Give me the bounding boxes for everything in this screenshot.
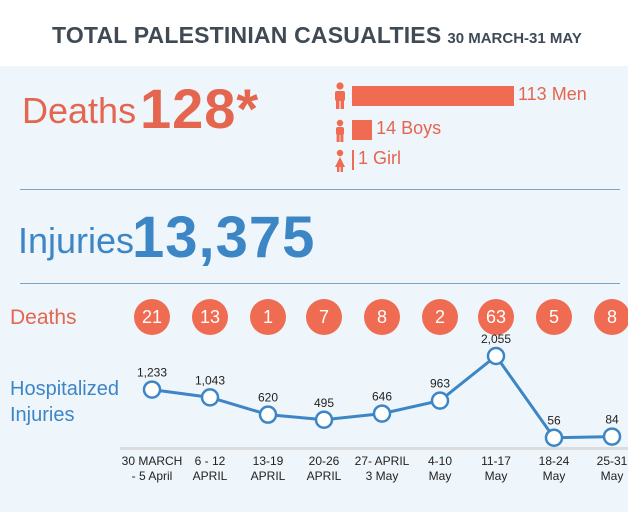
injury-value-label: 84	[605, 413, 619, 427]
girl-icon	[332, 146, 348, 174]
injury-value-label: 56	[547, 414, 561, 428]
breakdown-label: 14 Boys	[376, 118, 442, 138]
death-value: 21	[142, 307, 162, 327]
injury-point	[200, 388, 220, 407]
title-bar: TOTAL PALESTINIAN CASUALTIES 30 MARCH-31 …	[0, 0, 628, 66]
breakdown-label: 113 Men	[518, 84, 587, 104]
death-value: 1	[263, 307, 273, 327]
injury-value-label: 620	[258, 391, 278, 405]
week-tick-label: 6 - 12 APRIL	[193, 454, 228, 483]
chart-baseline	[120, 447, 628, 450]
breakdown-bar	[352, 86, 514, 106]
title-main: TOTAL PALESTINIAN CASUALTIES	[52, 22, 442, 48]
week-tick-label: 20-26 APRIL	[307, 454, 342, 483]
week-tick-label: 25-31 May	[597, 454, 628, 483]
injuries-total-value: 13,375	[132, 205, 316, 270]
breakdown-bar	[352, 120, 373, 140]
injury-value-label: 963	[430, 377, 450, 391]
death-marker	[250, 299, 286, 335]
injury-point	[258, 405, 278, 424]
death-marker	[134, 299, 170, 335]
death-value: 8	[377, 307, 387, 327]
week-tick-label: 18-24 May	[539, 454, 570, 483]
death-value: 8	[607, 307, 617, 327]
death-value: 7	[319, 307, 329, 327]
death-value: 2	[435, 307, 445, 327]
injury-value-label: 1,233	[137, 366, 167, 380]
deaths-total-value: 128*	[140, 77, 260, 140]
death-marker	[192, 299, 228, 335]
week-tick-label: 13-19 APRIL	[251, 454, 286, 483]
injury-point	[372, 404, 392, 423]
death-marker	[536, 299, 572, 335]
injury-point	[602, 427, 622, 446]
death-marker	[422, 299, 458, 335]
death-marker	[364, 299, 400, 335]
man-icon	[332, 82, 348, 110]
week-tick-label: 11-17 May	[481, 454, 511, 483]
injury-point	[430, 391, 450, 410]
week-tick-label: 4-10 May	[428, 454, 452, 483]
divider-bottom	[20, 283, 620, 284]
death-value: 13	[200, 307, 220, 327]
death-marker	[594, 299, 628, 335]
death-marker	[306, 299, 342, 335]
injury-value-label: 646	[372, 390, 392, 404]
title-period: 30 MARCH-31 MAY	[447, 30, 582, 47]
injury-value-label: 495	[314, 396, 334, 410]
injury-point	[544, 428, 564, 447]
weekly-deaths-label: Deaths	[10, 306, 77, 329]
injury-value-label: 1,043	[195, 373, 225, 387]
divider-top	[20, 189, 620, 190]
breakdown-bar	[352, 150, 354, 170]
boy-icon	[332, 116, 348, 144]
injury-point	[486, 346, 506, 366]
death-value: 63	[486, 307, 506, 327]
breakdown-label: 1 Girl	[358, 148, 402, 168]
weekly-chart: 21 13 1 7 8 2 63 5 8 1,233 1,043 620 495 646 963 2,055 5…	[120, 299, 628, 483]
injury-value-label: 2,055	[481, 332, 511, 346]
deaths-total-label: Deaths	[22, 90, 137, 131]
injury-point	[142, 380, 162, 399]
hospitalized-injuries-label: Hospitalized Injuries	[10, 378, 119, 426]
week-tick-label: 30 MARCH - 5 April	[122, 454, 183, 483]
page-title: TOTAL PALESTINIAN CASUALTIES 30 MARCH-31 …	[52, 22, 582, 49]
week-tick-label: 27- APRIL 3 May	[355, 454, 410, 483]
injury-point	[314, 410, 334, 430]
injuries-total-label: Injuries	[18, 220, 135, 261]
death-marker	[478, 299, 514, 335]
death-value: 5	[549, 307, 559, 327]
